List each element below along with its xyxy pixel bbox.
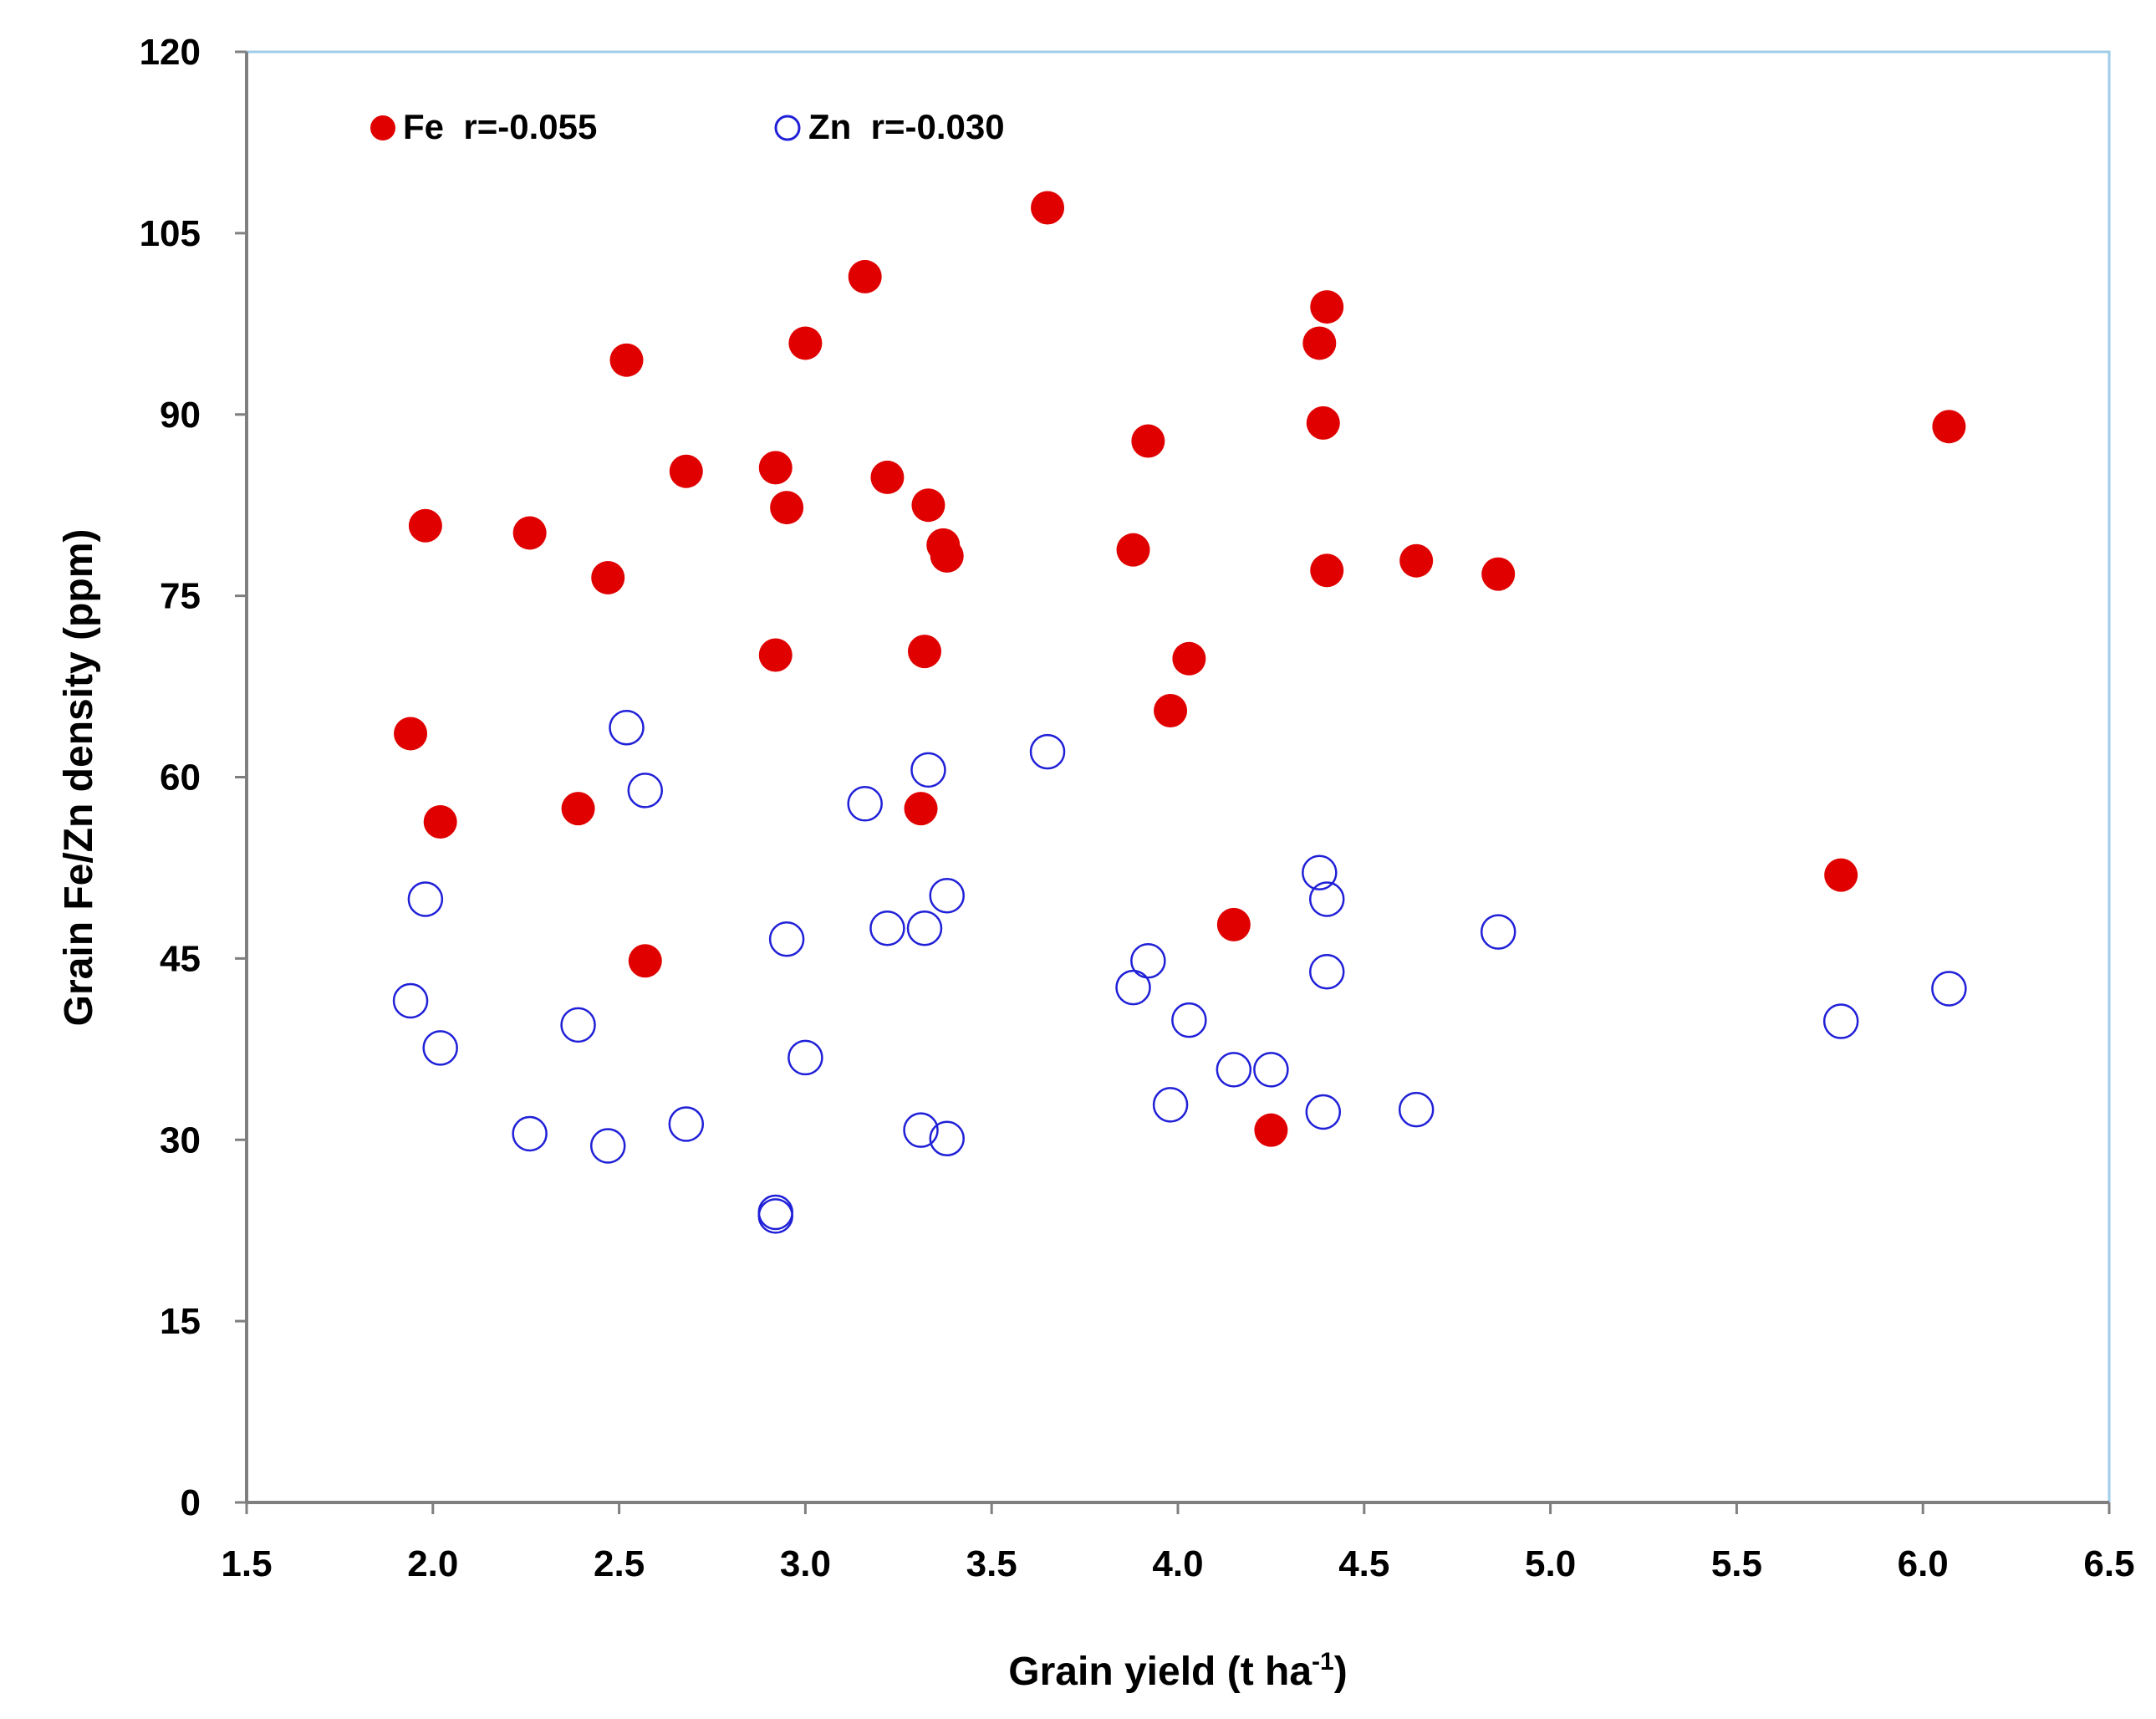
- zn-data-point: [869, 910, 905, 946]
- zn-data-point: [1253, 1052, 1289, 1088]
- zn-data-point: [512, 1115, 548, 1152]
- plot-area-frame: [245, 50, 2111, 1504]
- fe-data-point: [1399, 543, 1434, 578]
- legend-fe-label: Fe r=-0.055: [403, 107, 597, 146]
- fe-data-point: [758, 451, 793, 485]
- fe-data-point: [770, 491, 804, 525]
- fe-data-point: [911, 488, 945, 523]
- x-tick-label: 6.0: [1898, 1543, 1949, 1584]
- x-axis-title: Grain yield (t ha-1): [1008, 1648, 1347, 1694]
- fe-data-point: [1302, 326, 1337, 360]
- fe-data-point: [930, 538, 964, 573]
- fe-data-point: [591, 560, 625, 594]
- zn-data-point: [407, 881, 444, 917]
- fe-data-point: [907, 635, 941, 669]
- y-tick-label: 0: [181, 1482, 201, 1523]
- fe-data-point: [1481, 557, 1516, 591]
- fe-data-point: [788, 326, 823, 360]
- x-tick-label: 5.5: [1711, 1543, 1762, 1584]
- zn-data-point: [906, 910, 943, 946]
- fe-data-point: [1216, 907, 1251, 941]
- fe-data-point: [408, 508, 442, 543]
- fe-data-point: [1932, 410, 1966, 444]
- zn-data-point: [1822, 1003, 1859, 1039]
- zn-data-point: [560, 1007, 596, 1043]
- fe-data-point: [1031, 191, 1065, 225]
- fe-data-point: [628, 944, 662, 978]
- fe-data-point: [512, 516, 547, 550]
- fe-data-point: [1254, 1113, 1288, 1147]
- x-tick-label: 4.0: [1152, 1543, 1203, 1584]
- y-axis-title: Grain Fe/Zn density (ppm): [57, 529, 101, 1027]
- x-tick-label: 6.5: [2083, 1543, 2134, 1584]
- zn-data-point: [929, 877, 965, 914]
- fe-data-point: [669, 454, 703, 488]
- x-tick-label: 2.0: [407, 1543, 458, 1584]
- zn-data-point: [1115, 969, 1151, 1006]
- x-tick-label: 3.0: [780, 1543, 831, 1584]
- zn-data-point: [847, 786, 883, 822]
- zn-data-point: [903, 1112, 939, 1148]
- fe-data-point: [1116, 533, 1150, 567]
- zn-data-point: [627, 773, 664, 808]
- zn-data-point: [1305, 1094, 1342, 1130]
- zn-data-point: [1398, 1091, 1435, 1128]
- x-tick-label: 3.5: [966, 1543, 1017, 1584]
- zn-data-point: [1302, 854, 1338, 890]
- zn-data-point: [929, 1120, 965, 1157]
- zn-data-point: [609, 709, 645, 746]
- fe-data-point: [1172, 641, 1206, 676]
- zn-data-point: [1171, 1002, 1207, 1038]
- x-tick-label: 4.5: [1338, 1543, 1389, 1584]
- zn-data-point: [1216, 1052, 1252, 1088]
- fe-data-point: [1131, 424, 1165, 458]
- legend-zn-label: Zn r=-0.030: [808, 107, 1005, 146]
- zn-data-point: [589, 1128, 626, 1164]
- fe-data-point: [423, 804, 457, 839]
- zn-data-point: [1130, 943, 1166, 979]
- y-tick-label: 15: [160, 1301, 201, 1342]
- zn-data-point: [768, 921, 805, 957]
- fe-data-point: [1154, 693, 1188, 727]
- fe-data-point: [1310, 553, 1344, 588]
- y-tick-label: 105: [140, 213, 201, 254]
- fe-data-point: [848, 259, 882, 293]
- fe-data-point: [394, 717, 428, 751]
- zn-data-point: [910, 752, 946, 788]
- x-tick-label: 2.5: [594, 1543, 645, 1584]
- zn-data-point: [668, 1106, 705, 1142]
- fe-data-point: [1306, 406, 1340, 440]
- legend-fe-marker: [370, 115, 395, 140]
- fe-data-point: [1310, 290, 1344, 324]
- zn-data-point: [787, 1039, 823, 1076]
- x-tick-label: 1.5: [221, 1543, 272, 1584]
- legend: Fe r=-0.055 Zn r=-0.030: [370, 107, 1005, 146]
- zn-data-point: [1029, 733, 1066, 770]
- fe-data-point: [561, 792, 595, 826]
- y-tick-label: 90: [160, 395, 201, 436]
- fe-data-point: [758, 638, 793, 672]
- fe-data-point: [904, 792, 938, 826]
- legend-zn-marker: [774, 115, 801, 141]
- zn-data-point: [757, 1198, 794, 1234]
- zn-data-point: [392, 982, 429, 1019]
- zn-data-point: [1308, 881, 1345, 917]
- zn-data-point: [1308, 954, 1345, 990]
- fe-data-point: [609, 343, 644, 377]
- zn-data-point: [1480, 914, 1516, 950]
- zn-data-point: [757, 1194, 794, 1231]
- y-tick-label: 45: [160, 938, 201, 979]
- zn-data-point: [1152, 1087, 1189, 1123]
- y-tick-label: 60: [160, 757, 201, 798]
- y-tick-label: 75: [160, 576, 201, 617]
- zn-data-point: [422, 1030, 458, 1066]
- y-tick-label: 30: [160, 1120, 201, 1160]
- fe-data-point: [870, 460, 905, 494]
- zn-data-point: [1931, 971, 1967, 1007]
- x-tick-label: 5.0: [1525, 1543, 1576, 1584]
- y-tick-label: 120: [140, 32, 201, 73]
- fe-data-point: [1824, 858, 1858, 892]
